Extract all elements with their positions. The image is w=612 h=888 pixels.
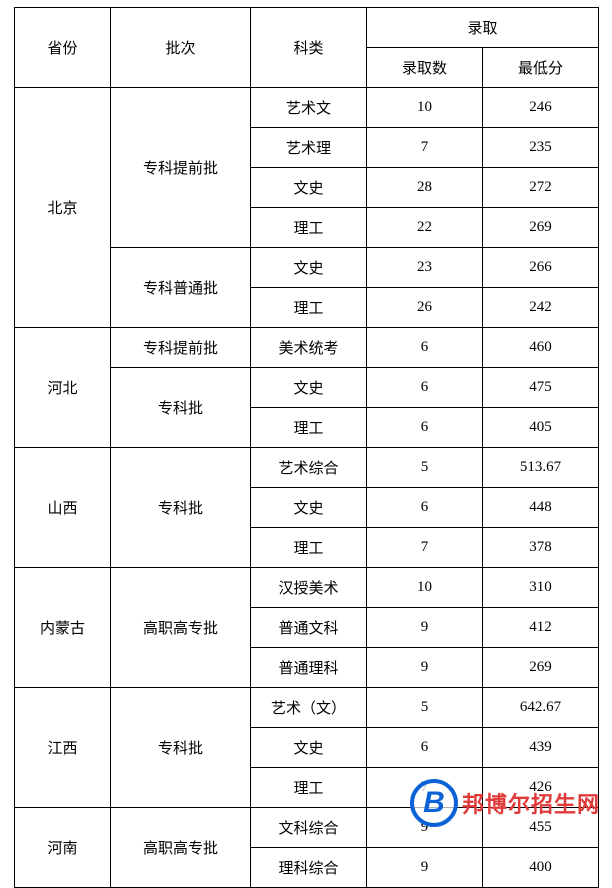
cell-score: 439 bbox=[483, 728, 599, 768]
cell-score: 400 bbox=[483, 848, 599, 888]
cell-score: 235 bbox=[483, 128, 599, 168]
cell-count: 26 bbox=[367, 288, 483, 328]
cell-score: 405 bbox=[483, 408, 599, 448]
cell-batch: 专科批 bbox=[111, 688, 251, 808]
cell-category: 理工 bbox=[251, 528, 367, 568]
cell-category: 文科综合 bbox=[251, 808, 367, 848]
cell-count: 22 bbox=[367, 208, 483, 248]
cell-count: 9 bbox=[367, 648, 483, 688]
cell-score: 475 bbox=[483, 368, 599, 408]
cell-count: 6 bbox=[367, 488, 483, 528]
cell-batch: 专科提前批 bbox=[111, 328, 251, 368]
cell-category: 文史 bbox=[251, 368, 367, 408]
cell-batch: 专科提前批 bbox=[111, 88, 251, 248]
cell-score: 513.67 bbox=[483, 448, 599, 488]
cell-category: 文史 bbox=[251, 248, 367, 288]
cell-province: 北京 bbox=[15, 88, 111, 328]
cell-count: 9 bbox=[367, 848, 483, 888]
cell-count: 5 bbox=[367, 448, 483, 488]
cell-category: 普通理科 bbox=[251, 648, 367, 688]
admission-table: 省份 批次 科类 录取 录取数 最低分 北京专科提前批艺术文10246艺术理72… bbox=[14, 7, 599, 888]
header-batch: 批次 bbox=[111, 8, 251, 88]
cell-score: 266 bbox=[483, 248, 599, 288]
table-row: 河北专科提前批美术统考6460 bbox=[15, 328, 599, 368]
cell-count: 23 bbox=[367, 248, 483, 288]
cell-category: 文史 bbox=[251, 168, 367, 208]
cell-province: 江西 bbox=[15, 688, 111, 808]
cell-count: 5 bbox=[367, 688, 483, 728]
cell-batch: 专科普通批 bbox=[111, 248, 251, 328]
cell-province: 山西 bbox=[15, 448, 111, 568]
cell-category: 理工 bbox=[251, 768, 367, 808]
cell-category: 美术统考 bbox=[251, 328, 367, 368]
cell-count: 6 bbox=[367, 728, 483, 768]
header-count: 录取数 bbox=[367, 48, 483, 88]
cell-category: 艺术（文） bbox=[251, 688, 367, 728]
cell-count: 9 bbox=[367, 608, 483, 648]
cell-count: 7 bbox=[367, 128, 483, 168]
table-row: 北京专科提前批艺术文10246 bbox=[15, 88, 599, 128]
cell-category: 文史 bbox=[251, 488, 367, 528]
cell-score: 378 bbox=[483, 528, 599, 568]
header-admission-group: 录取 bbox=[367, 8, 599, 48]
cell-count: 6 bbox=[367, 328, 483, 368]
cell-count: 10 bbox=[367, 568, 483, 608]
cell-score: 426 bbox=[483, 768, 599, 808]
cell-score: 448 bbox=[483, 488, 599, 528]
header-province: 省份 bbox=[15, 8, 111, 88]
cell-count: 6 bbox=[367, 368, 483, 408]
cell-batch: 高职高专批 bbox=[111, 568, 251, 688]
cell-category: 理工 bbox=[251, 288, 367, 328]
header-row-1: 省份 批次 科类 录取 bbox=[15, 8, 599, 48]
table-row: 内蒙古高职高专批汉授美术10310 bbox=[15, 568, 599, 608]
cell-count: 10 bbox=[367, 88, 483, 128]
cell-count: 7 bbox=[367, 528, 483, 568]
header-category: 科类 bbox=[251, 8, 367, 88]
cell-score: 242 bbox=[483, 288, 599, 328]
cell-batch: 专科批 bbox=[111, 368, 251, 448]
cell-category: 理工 bbox=[251, 208, 367, 248]
cell-count: 28 bbox=[367, 168, 483, 208]
table-row: 河南高职高专批文科综合9455 bbox=[15, 808, 599, 848]
cell-count: 6 bbox=[367, 408, 483, 448]
cell-province: 内蒙古 bbox=[15, 568, 111, 688]
cell-category: 理工 bbox=[251, 408, 367, 448]
cell-score: 455 bbox=[483, 808, 599, 848]
cell-batch: 专科批 bbox=[111, 448, 251, 568]
cell-category: 艺术文 bbox=[251, 88, 367, 128]
cell-score: 310 bbox=[483, 568, 599, 608]
cell-score: 246 bbox=[483, 88, 599, 128]
cell-count: 9 bbox=[367, 808, 483, 848]
cell-score: 642.67 bbox=[483, 688, 599, 728]
cell-category: 汉授美术 bbox=[251, 568, 367, 608]
table-row: 江西专科批艺术（文）5642.67 bbox=[15, 688, 599, 728]
cell-batch: 高职高专批 bbox=[111, 808, 251, 888]
cell-score: 269 bbox=[483, 208, 599, 248]
cell-category: 文史 bbox=[251, 728, 367, 768]
cell-category: 理科综合 bbox=[251, 848, 367, 888]
table-row: 山西专科批艺术综合5513.67 bbox=[15, 448, 599, 488]
cell-score: 460 bbox=[483, 328, 599, 368]
cell-province: 河南 bbox=[15, 808, 111, 888]
header-min-score: 最低分 bbox=[483, 48, 599, 88]
cell-category: 艺术理 bbox=[251, 128, 367, 168]
cell-score: 269 bbox=[483, 648, 599, 688]
cell-province: 河北 bbox=[15, 328, 111, 448]
cell-category: 艺术综合 bbox=[251, 448, 367, 488]
cell-category: 普通文科 bbox=[251, 608, 367, 648]
cell-score: 412 bbox=[483, 608, 599, 648]
cell-score: 272 bbox=[483, 168, 599, 208]
cell-count: 7 bbox=[367, 768, 483, 808]
